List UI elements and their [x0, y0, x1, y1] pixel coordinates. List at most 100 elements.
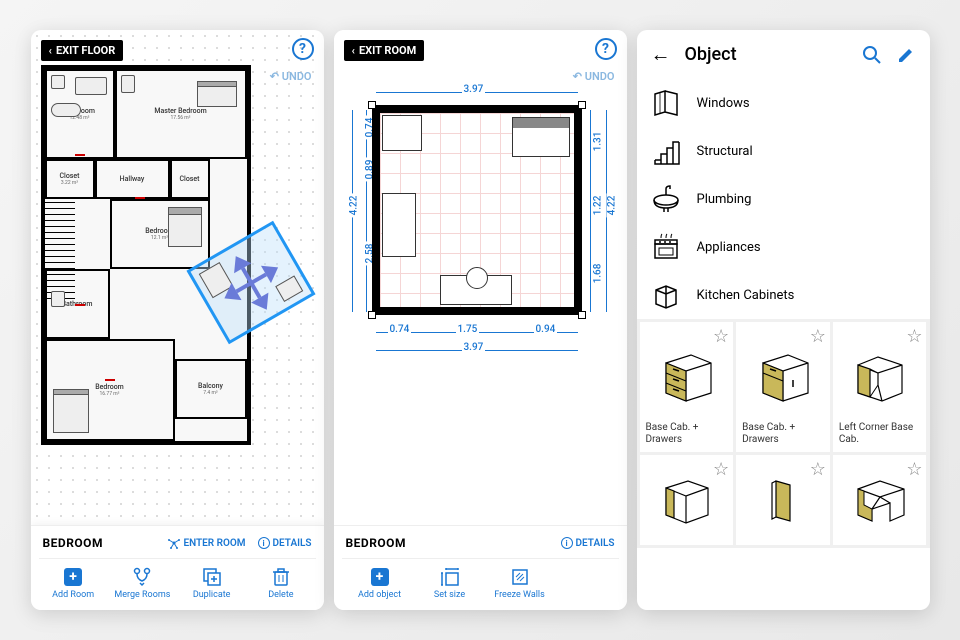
category-appliances[interactable]: Appliances [651, 223, 916, 271]
plus-icon: + [63, 567, 83, 587]
trash-icon [271, 567, 291, 587]
favorite-icon[interactable]: ☆ [713, 326, 729, 347]
details-button[interactable]: i DETAILS [258, 537, 312, 549]
details-button[interactable]: i DETAILS [561, 537, 615, 549]
room-plan[interactable] [372, 105, 582, 315]
furn-chair[interactable] [466, 267, 488, 289]
help-icon[interactable]: ? [595, 38, 617, 60]
set-size-button[interactable]: Set size [420, 567, 480, 600]
screen-floor: ‹ EXIT FLOOR ? ↶ UNDO Bathroom 12.48 m² … [31, 30, 324, 610]
info-icon: i [561, 537, 573, 549]
room-master-bedroom[interactable]: Master Bedroom 17.56 m² [115, 69, 247, 159]
windows-icon [651, 88, 681, 118]
favorite-icon[interactable]: ☆ [810, 326, 826, 347]
dim-line-r2 [590, 110, 591, 312]
help-icon[interactable]: ? [292, 38, 314, 60]
category-plumbing[interactable]: Plumbing [651, 175, 916, 223]
panel-title: BEDROOM [43, 536, 103, 550]
category-structural[interactable]: Structural [651, 127, 916, 175]
category-list: Windows Structural Plumbing Appliances K… [637, 79, 930, 319]
freeze-walls-button[interactable]: Freeze Walls [490, 567, 550, 600]
undo-button[interactable]: ↶ UNDO [573, 70, 615, 83]
favorite-icon[interactable]: ☆ [810, 459, 826, 480]
category-cabinets[interactable]: Kitchen Cabinets [651, 271, 916, 319]
room-closet2[interactable]: Closet [170, 159, 210, 199]
back-icon[interactable]: ← [651, 42, 671, 67]
furn-closet[interactable] [382, 115, 422, 151]
room-bedroom2[interactable]: Bedroom 16.77 m² [45, 339, 175, 441]
category-label: Kitchen Cabinets [697, 288, 795, 303]
favorite-icon[interactable]: ☆ [713, 459, 729, 480]
grid-item-label: Base Cab. + Drawers [742, 422, 824, 446]
plus-icon: + [370, 567, 390, 587]
stairs-icon [651, 136, 681, 166]
duplicate-button[interactable]: Duplicate [182, 567, 242, 600]
exit-room-button[interactable]: ‹ EXIT ROOM [344, 40, 425, 61]
dim-rseg2: 1.22 [592, 194, 603, 218]
dim-left: 4.22 [348, 194, 359, 218]
floor-canvas[interactable]: ‹ EXIT FLOOR ? ↶ UNDO Bathroom 12.48 m² … [31, 30, 324, 525]
screen-object-library: ← Object Windows Structural Plumbing App… [637, 30, 930, 610]
grid-item[interactable]: ☆ Base Cab. + Drawers [736, 322, 830, 452]
category-label: Windows [697, 96, 750, 111]
dim-line-l2 [366, 110, 367, 312]
screen-room: ‹ EXIT ROOM ? ↶ UNDO 3.97 0.74 1.75 0.94… [334, 30, 627, 610]
move-handle-icon[interactable] [216, 248, 284, 316]
header: ← Object [637, 30, 930, 79]
stove-icon [651, 232, 681, 262]
dim-bseg3: 0.94 [534, 324, 558, 335]
bottom-panel: BEDROOM i DETAILS + Add object Set size … [334, 525, 627, 610]
grid-item[interactable]: ☆ Base Cab. + Drawers [640, 322, 734, 452]
grid-item[interactable]: ☆ [640, 455, 734, 545]
dim-top: 3.97 [462, 84, 486, 95]
search-icon[interactable] [862, 45, 882, 65]
duplicate-icon [202, 567, 222, 587]
favorite-icon[interactable]: ☆ [906, 326, 922, 347]
sink-icon [651, 184, 681, 214]
room-canvas[interactable]: ‹ EXIT ROOM ? ↶ UNDO 3.97 0.74 1.75 0.94… [334, 30, 627, 525]
grid-item-label: Left Corner Base Cab. [839, 422, 921, 446]
dim-rseg1: 1.31 [592, 130, 603, 154]
grid-item[interactable]: ☆ Left Corner Base Cab. [833, 322, 927, 452]
page-title: Object [685, 44, 848, 65]
room-bathroom1[interactable]: Bathroom 12.48 m² [45, 69, 115, 159]
room-bedroom1[interactable]: Bedroom 12.1 m² [110, 199, 210, 269]
dim-bseg1: 0.74 [388, 324, 412, 335]
merge-icon [132, 567, 152, 587]
object-grid: ☆ Base Cab. + Drawers ☆ Base Cab. + Draw… [637, 319, 930, 548]
info-icon: i [258, 537, 270, 549]
dim-right: 4.22 [606, 194, 617, 218]
exit-floor-button[interactable]: ‹ EXIT FLOOR [41, 40, 124, 61]
category-label: Appliances [697, 240, 761, 255]
room-balcony[interactable]: Balcony 7.4 m² [175, 359, 247, 419]
undo-button[interactable]: ↶ UNDO [270, 70, 312, 83]
exit-room-label: EXIT ROOM [359, 44, 416, 57]
furn-wardrobe[interactable] [382, 193, 416, 257]
add-object-button[interactable]: + Add object [350, 567, 410, 600]
edit-icon[interactable] [896, 45, 916, 65]
add-room-button[interactable]: + Add Room [43, 567, 103, 600]
dim-bseg2: 1.75 [456, 324, 480, 335]
category-windows[interactable]: Windows [651, 79, 916, 127]
category-label: Structural [697, 144, 753, 159]
room-hallway[interactable]: Hallway [95, 159, 170, 199]
enter-room-icon [168, 537, 180, 549]
merge-rooms-button[interactable]: Merge Rooms [112, 567, 172, 600]
chevron-left-icon: ‹ [49, 44, 52, 57]
chevron-left-icon: ‹ [352, 44, 355, 57]
furn-bed[interactable] [512, 117, 570, 157]
cabinet-icon [651, 280, 681, 310]
resize-icon [440, 567, 460, 587]
room-closet1[interactable]: Closet 3.22 m² [45, 159, 95, 199]
exit-floor-label: EXIT FLOOR [56, 44, 115, 57]
bottom-panel: BEDROOM ENTER ROOM i DETAILS + Add Room … [31, 525, 324, 610]
favorite-icon[interactable]: ☆ [906, 459, 922, 480]
enter-room-button[interactable]: ENTER ROOM [168, 537, 245, 549]
freeze-icon [510, 567, 530, 587]
panel-title: BEDROOM [346, 536, 406, 550]
delete-button[interactable]: Delete [251, 567, 311, 600]
grid-item[interactable]: ☆ [833, 455, 927, 545]
grid-item[interactable]: ☆ [736, 455, 830, 545]
dim-rseg3: 1.68 [592, 262, 603, 286]
grid-item-label: Base Cab. + Drawers [646, 422, 728, 446]
